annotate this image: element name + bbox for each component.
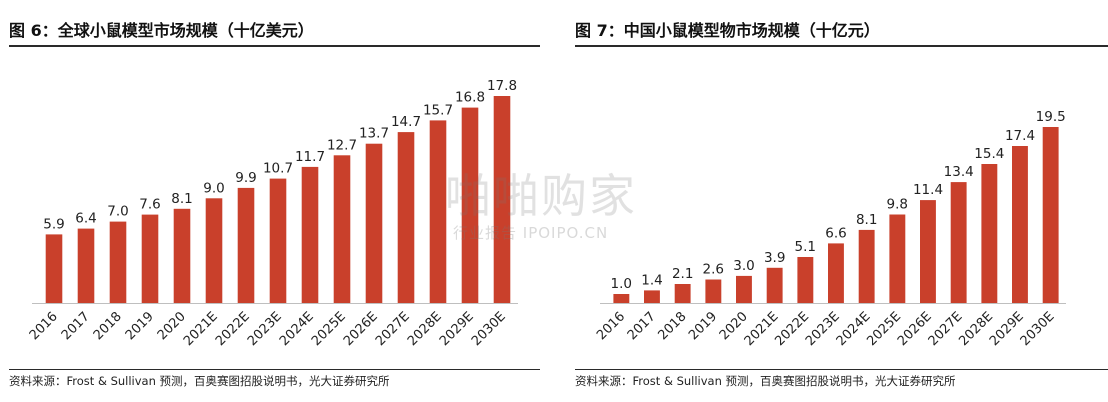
data-label: 6.6 [825,225,846,241]
x-tick-label: 2028E [956,309,996,349]
bar-2020 [736,275,752,303]
data-label: 3.9 [764,250,785,266]
data-label: 1.0 [611,276,632,292]
bar-2018 [109,221,127,303]
bar-2016 [613,294,630,303]
bar-2029E [1012,146,1028,303]
bar-2018 [674,284,691,303]
data-label: 9.9 [235,170,256,186]
x-tick-label: 2023E [245,309,285,349]
chart-panel-global: 图 6：全球小鼠模型市场规模（十亿美元） 5.9 2016 6.4 2017 7.0 20… [0,0,540,402]
source-note: 资料来源：Frost & Sullivan 预测，百奥赛图招股说明书，光大证券研… [9,374,390,388]
x-tick-label: 2027E [373,309,413,349]
title-divider [575,45,1108,47]
x-tick-label: 2018 [91,309,125,343]
source-divider [575,369,1108,370]
x-tick-label: 2017 [625,309,659,343]
data-label: 5.1 [795,239,816,255]
bar-2026E [920,200,936,303]
x-tick-label: 2025E [309,309,349,349]
bar-2022E [237,187,255,303]
x-tick-label: 2026E [341,309,381,349]
data-label: 7.0 [107,204,128,220]
data-label: 8.1 [856,212,877,228]
bar-2028E [981,164,998,303]
bar-2025E [333,155,351,303]
bar-2021E [205,198,223,303]
bar-2021E [766,267,783,303]
data-label: 11.7 [295,149,325,165]
bar-2027E [950,182,967,303]
x-tick-label: 2029E [987,309,1027,349]
data-label: 13.7 [359,126,389,142]
bar-2028E [429,120,447,304]
data-label: 17.4 [1005,128,1035,144]
data-label: 2.1 [672,266,693,282]
data-label: 9.0 [203,180,224,196]
x-tick-label: 2019 [123,309,157,343]
data-label: 9.8 [887,197,908,213]
data-label: 15.7 [423,102,453,118]
data-label: 17.8 [487,78,517,94]
x-tick-label: 2022E [213,309,253,349]
x-tick-label: 2016 [27,309,61,343]
bar-chart-global: 5.920166.420177.020187.620198.120209.020… [27,78,518,349]
bar-2025E [889,214,906,303]
x-tick-label: 2030E [469,309,509,349]
x-tick-label: 2016 [594,309,628,343]
bar-2016 [45,234,63,303]
bar-2019 [141,214,159,303]
data-label: 3.0 [733,258,754,274]
title-divider [9,45,540,47]
data-label: 8.1 [171,191,192,207]
x-tick-label: 2030E [1018,309,1058,349]
bar-2023E [269,178,287,303]
bar-2020 [173,208,191,303]
chart-panel-china: 图 7：中国小鼠模型物市场规模（十亿元） 1.0 2016 1.4 2017 2.1 20… [566,0,1108,402]
data-label: 6.4 [75,211,96,227]
data-label: 1.4 [641,272,662,288]
x-tick-label: 2021E [181,309,221,349]
chart-title: 图 6：全球小鼠模型市场规模（十亿美元） [9,21,314,40]
data-label: 15.4 [974,146,1004,162]
bar-2024E [301,166,319,303]
data-label: 2.6 [703,262,724,278]
bar-2017 [644,290,660,303]
bar-2019 [705,279,722,303]
x-tick-label: 2022E [772,309,812,349]
x-tick-label: 2018 [656,309,690,343]
x-tick-label: 2024E [277,309,317,349]
x-tick-label: 2026E [895,309,935,349]
data-label: 13.4 [944,164,974,180]
data-label: 10.7 [263,161,293,177]
bar-2030E [493,96,511,303]
x-tick-label: 2023E [803,309,843,349]
x-tick-label: 2025E [864,309,904,349]
source-note: 资料来源：Frost & Sullivan 预测，百奥赛图招股说明书，光大证券研… [575,374,956,388]
bar-2017 [77,228,95,303]
x-tick-label: 2028E [405,309,445,349]
data-label: 19.5 [1036,109,1066,125]
bar-2024E [858,229,875,303]
data-label: 14.7 [391,114,421,130]
bar-chart-china: 1.020161.420172.120182.620193.020203.920… [594,109,1066,349]
x-tick-label: 2029E [437,309,477,349]
data-label: 16.8 [455,90,485,106]
bar-2022E [797,257,814,303]
data-label: 12.7 [327,137,357,153]
bar-2026E [365,143,383,303]
x-tick-label: 2017 [59,309,93,343]
data-label: 11.4 [913,182,943,198]
bar-2027E [397,132,415,303]
x-tick-label: 2019 [686,309,720,343]
data-label: 7.6 [139,197,160,213]
source-divider [9,369,540,370]
bar-2029E [461,107,479,303]
bar-2030E [1042,127,1059,303]
data-label: 5.9 [43,216,64,232]
bar-2023E [828,243,844,303]
chart-title: 图 7：中国小鼠模型物市场规模（十亿元） [575,21,880,40]
